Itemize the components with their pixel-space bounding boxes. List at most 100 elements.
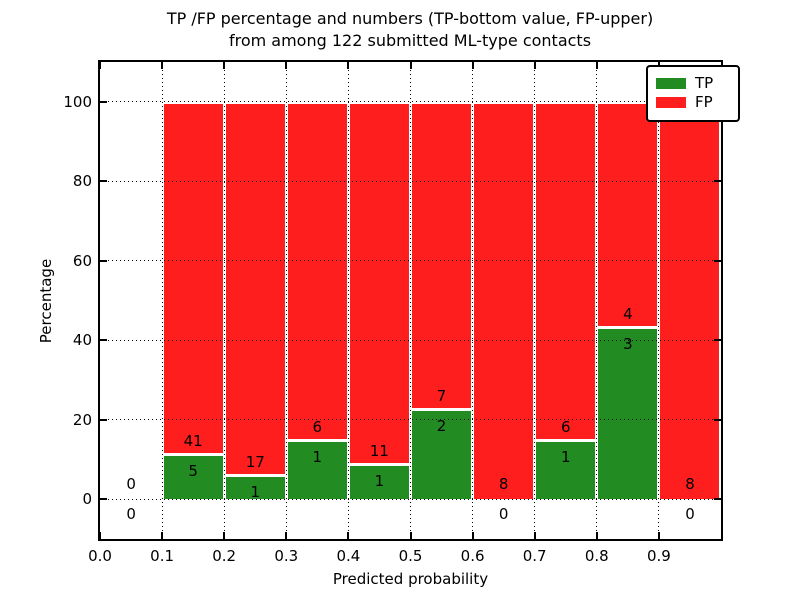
bar-fp-segment (598, 101, 658, 329)
x-tick-label: 0.3 (274, 547, 299, 565)
x-tick-label: 0.7 (522, 547, 547, 565)
fp-count-label: 17 (245, 453, 265, 472)
tick-mark (347, 532, 350, 539)
tick-mark (714, 180, 721, 183)
bar-tp-segment (287, 442, 347, 500)
fp-count-label: 7 (436, 386, 447, 405)
tick-mark (714, 418, 721, 421)
x-tick-label: 0.2 (212, 547, 237, 565)
tick-mark (595, 532, 598, 539)
x-tick-label: 0.4 (336, 547, 361, 565)
fp-count-label: 41 (183, 432, 203, 450)
bar-fp-segment (225, 101, 285, 478)
tick-mark (533, 62, 536, 69)
bar-tp-segment (536, 442, 596, 500)
fp-count-label: 8 (685, 475, 695, 494)
fp-count-label: 6 (561, 418, 571, 437)
fp-count-label: 6 (312, 418, 323, 437)
tp-count-label: 0 (126, 505, 136, 524)
tp-count-label: 1 (312, 448, 323, 467)
tick-mark (100, 259, 107, 262)
tp-count-label: 1 (561, 448, 571, 467)
y-tick-label: 0 (82, 490, 92, 509)
y-tick-label: 60 (72, 251, 92, 270)
bar-fp-segment (287, 101, 347, 443)
tick-mark (595, 62, 598, 69)
tp-count-label: 5 (188, 462, 198, 480)
gridline (285, 62, 287, 539)
x-tick-label: 0.5 (398, 547, 423, 565)
bar-fp-segment (349, 101, 409, 467)
tick-mark (409, 62, 412, 69)
fp-count-label: 8 (498, 475, 509, 494)
legend-label-fp: FP (695, 93, 713, 111)
tick-mark (657, 532, 660, 539)
tick-mark (99, 532, 101, 539)
tick-mark (161, 62, 164, 69)
bar-tp-segment (349, 466, 409, 500)
x-axis-label: Predicted probability (332, 570, 489, 588)
gridline (347, 62, 349, 539)
tick-mark (471, 62, 474, 69)
chart-title-line2: from among 122 submitted ML-type contact… (228, 31, 592, 50)
x-tick-label: 0.9 (646, 547, 671, 565)
x-tick-label: 0.0 (88, 547, 112, 565)
legend: TP FP (646, 65, 740, 122)
y-axis-label: Percentage (37, 258, 55, 344)
bar-fp-segment (660, 101, 720, 500)
tick-mark (285, 532, 288, 539)
legend-item-tp: TP (656, 75, 730, 92)
y-tick-label: 100 (63, 92, 92, 111)
tick-mark (714, 498, 721, 501)
tick-mark (100, 498, 107, 501)
bar-fp-segment (412, 101, 472, 411)
plot-area: 0 0 41 5 17 1 6 1 11 1 7 2 8 0 6 1 4 3 8 0 (98, 60, 723, 541)
gridline (534, 62, 536, 539)
bar-fp-segment (163, 101, 223, 457)
y-tick-label: 80 (72, 172, 92, 191)
gridline (472, 62, 474, 539)
fp-count-label: 11 (369, 442, 389, 461)
chart-title-line1: TP /FP percentage and numbers (TP-bottom… (166, 9, 654, 28)
x-tick-label: 0.8 (584, 547, 609, 565)
gridline (410, 62, 411, 539)
tp-count-label: 2 (436, 416, 447, 435)
tp-swatch-icon (656, 78, 686, 89)
fp-swatch-icon (656, 97, 686, 108)
tp-count-label: 0 (685, 505, 695, 524)
tick-mark (714, 339, 721, 342)
chart-title: TP /FP percentage and numbers (TP-bottom… (90, 8, 730, 52)
legend-item-fp: FP (656, 94, 730, 111)
bar-tp-segment (163, 456, 223, 500)
tick-mark (161, 532, 164, 539)
tick-mark (100, 100, 107, 103)
gridline (658, 62, 660, 539)
tick-mark (471, 532, 474, 539)
legend-label-tp: TP (695, 74, 714, 92)
gridline (596, 62, 598, 539)
tick-mark (223, 532, 226, 539)
bar-fp-segment (536, 101, 596, 443)
tp-count-label: 3 (623, 334, 633, 353)
fp-count-label: 0 (126, 475, 136, 494)
x-tick-label: 0.1 (150, 547, 175, 565)
tick-mark (714, 259, 721, 262)
tick-mark (223, 62, 226, 69)
tick-mark (347, 62, 350, 69)
tp-count-label: 1 (250, 483, 261, 502)
tick-mark (285, 62, 288, 69)
gridline (223, 62, 225, 539)
x-tick-label: 0.6 (460, 547, 485, 565)
fp-count-label: 4 (623, 304, 633, 323)
tick-mark (533, 532, 536, 539)
bar-fp-segment (474, 101, 534, 500)
tick-mark (100, 339, 107, 342)
tick-mark (409, 532, 412, 539)
tick-mark (100, 180, 107, 183)
bar-tp-segment (412, 410, 472, 500)
tp-count-label: 0 (498, 505, 509, 524)
y-tick-label: 40 (72, 331, 92, 350)
tick-mark (100, 418, 107, 421)
y-tick-label: 20 (72, 410, 92, 429)
